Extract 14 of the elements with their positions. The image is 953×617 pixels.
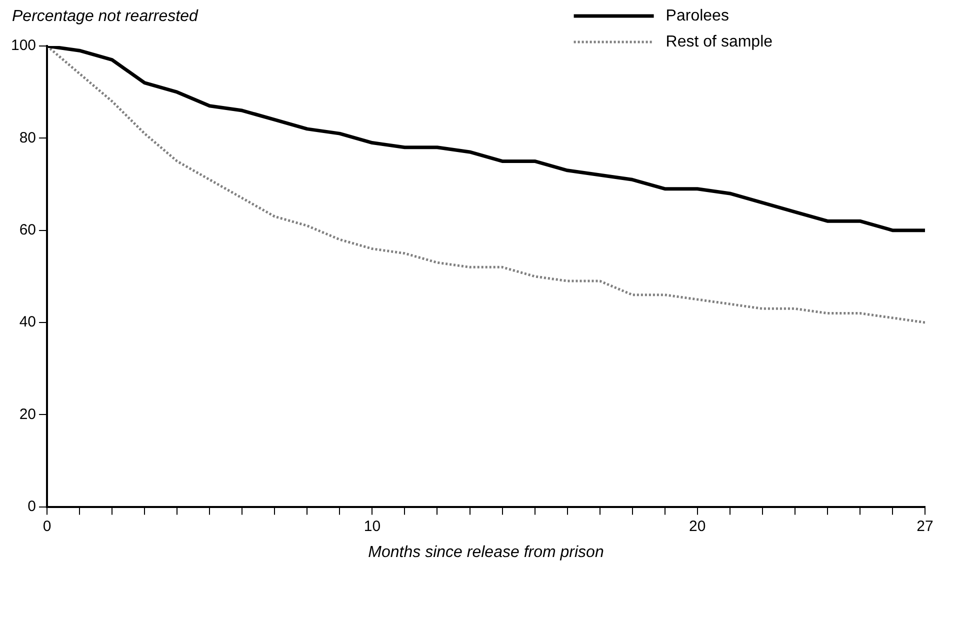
x-tick-label: 27 xyxy=(916,518,934,535)
x-tick-label: 10 xyxy=(364,518,381,535)
x-tick-label: 0 xyxy=(42,518,52,535)
y-tick-label: 20 xyxy=(19,406,36,423)
y-tick-label: 40 xyxy=(19,314,36,331)
y-tick-label: 0 xyxy=(28,498,36,515)
x-tick-label: 20 xyxy=(689,518,706,535)
legend-label: Rest of sample xyxy=(666,33,773,50)
y-axis-title: Percentage not rearrested xyxy=(12,8,198,25)
y-tick-label: 80 xyxy=(19,129,36,146)
y-tick-label: 100 xyxy=(10,37,36,54)
x-axis-title: Months since release from prison xyxy=(368,544,604,561)
y-tick-label: 60 xyxy=(19,221,36,238)
legend-label: Parolees xyxy=(666,7,729,24)
